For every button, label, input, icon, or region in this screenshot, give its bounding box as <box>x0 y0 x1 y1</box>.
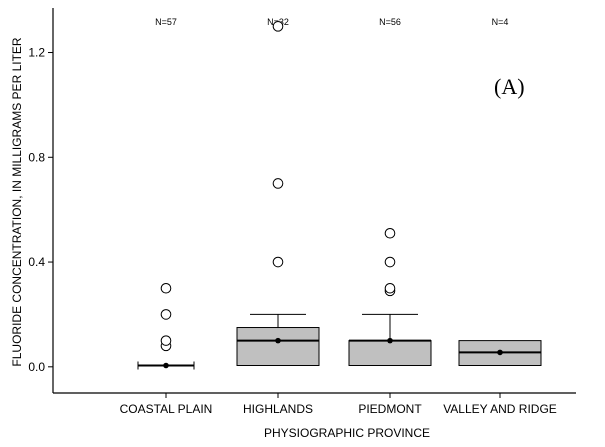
x-tick-label: VALLEY AND RIDGE <box>443 402 557 416</box>
y-tick-label: 0.4 <box>28 255 45 269</box>
outlier-point <box>272 21 284 32</box>
box-group <box>236 21 320 366</box>
y-tick-label: 0.8 <box>28 150 45 164</box>
y-tick-label: 1.2 <box>28 46 45 60</box>
outlier-point <box>160 282 172 294</box>
x-tick-label: COASTAL PLAIN <box>120 402 213 416</box>
x-axis-title: PHYSIOGRAPHIC PROVINCE <box>264 426 430 440</box>
panel-label: (A) <box>494 74 525 99</box>
median-dot <box>497 349 503 356</box>
box-body <box>236 327 320 366</box>
box-group <box>458 340 542 367</box>
outlier-point <box>160 309 172 320</box>
y-axis-title: FLUORIDE CONCENTRATION, IN MILLIGRAMS PE… <box>10 37 24 366</box>
x-tick-label: PIEDMONT <box>358 402 422 416</box>
box-group <box>348 227 432 367</box>
y-tick-label: 0.0 <box>28 360 45 374</box>
median-dot <box>163 362 169 369</box>
outlier-point <box>272 256 284 268</box>
outlier-point <box>384 227 396 239</box>
outlier-point <box>160 335 172 346</box>
n-count-label: N=56 <box>379 17 401 27</box>
box-body <box>348 340 432 367</box>
outlier-point <box>384 282 396 294</box>
box-group <box>137 282 195 370</box>
median-dot <box>275 337 281 344</box>
n-count-label: N=4 <box>492 17 509 27</box>
x-tick-label: HIGHLANDS <box>243 402 313 416</box>
median-dot <box>387 337 393 344</box>
n-count-label: N=57 <box>155 17 177 27</box>
outlier-point <box>272 178 284 189</box>
outlier-point <box>384 256 396 268</box>
